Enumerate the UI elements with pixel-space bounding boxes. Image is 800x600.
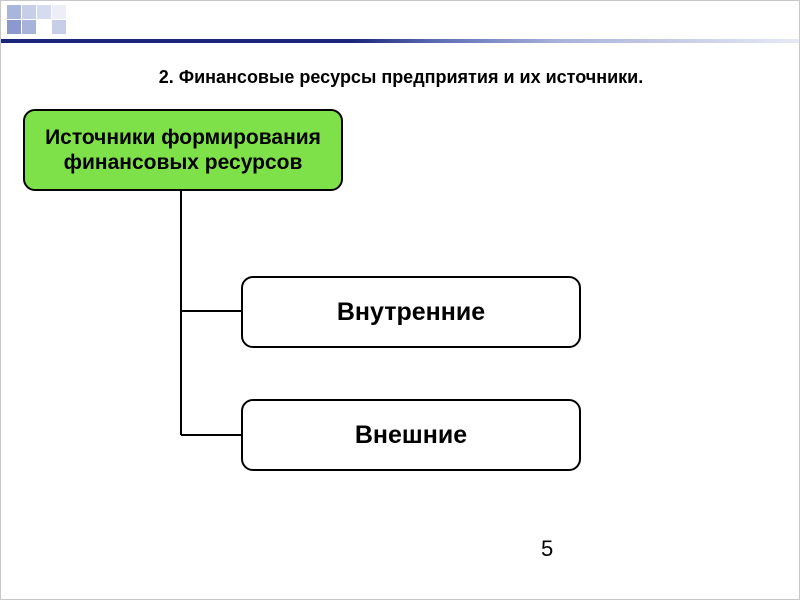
header-gradient-line: [1, 39, 799, 43]
slide-title: 2. Финансовые ресурсы предприятия и их и…: [1, 67, 800, 88]
deco-square: [52, 20, 66, 34]
connector-branch-2: [181, 434, 241, 436]
connector-root-vertical: [180, 191, 182, 251]
deco-square: [37, 5, 51, 19]
deco-square: [7, 5, 21, 19]
page-number: 5: [541, 536, 553, 562]
slide-container: 2. Финансовые ресурсы предприятия и их и…: [0, 0, 800, 600]
deco-square: [7, 20, 21, 34]
deco-square: [52, 5, 66, 19]
connector-trunk: [180, 251, 182, 435]
deco-square: [37, 20, 51, 34]
node-internal: Внутренние: [241, 276, 581, 348]
node-root: Источники формирования финансовых ресурс…: [23, 109, 343, 191]
node-external: Внешние: [241, 399, 581, 471]
deco-square: [22, 5, 36, 19]
deco-square: [22, 20, 36, 34]
connector-branch-1: [181, 310, 241, 312]
